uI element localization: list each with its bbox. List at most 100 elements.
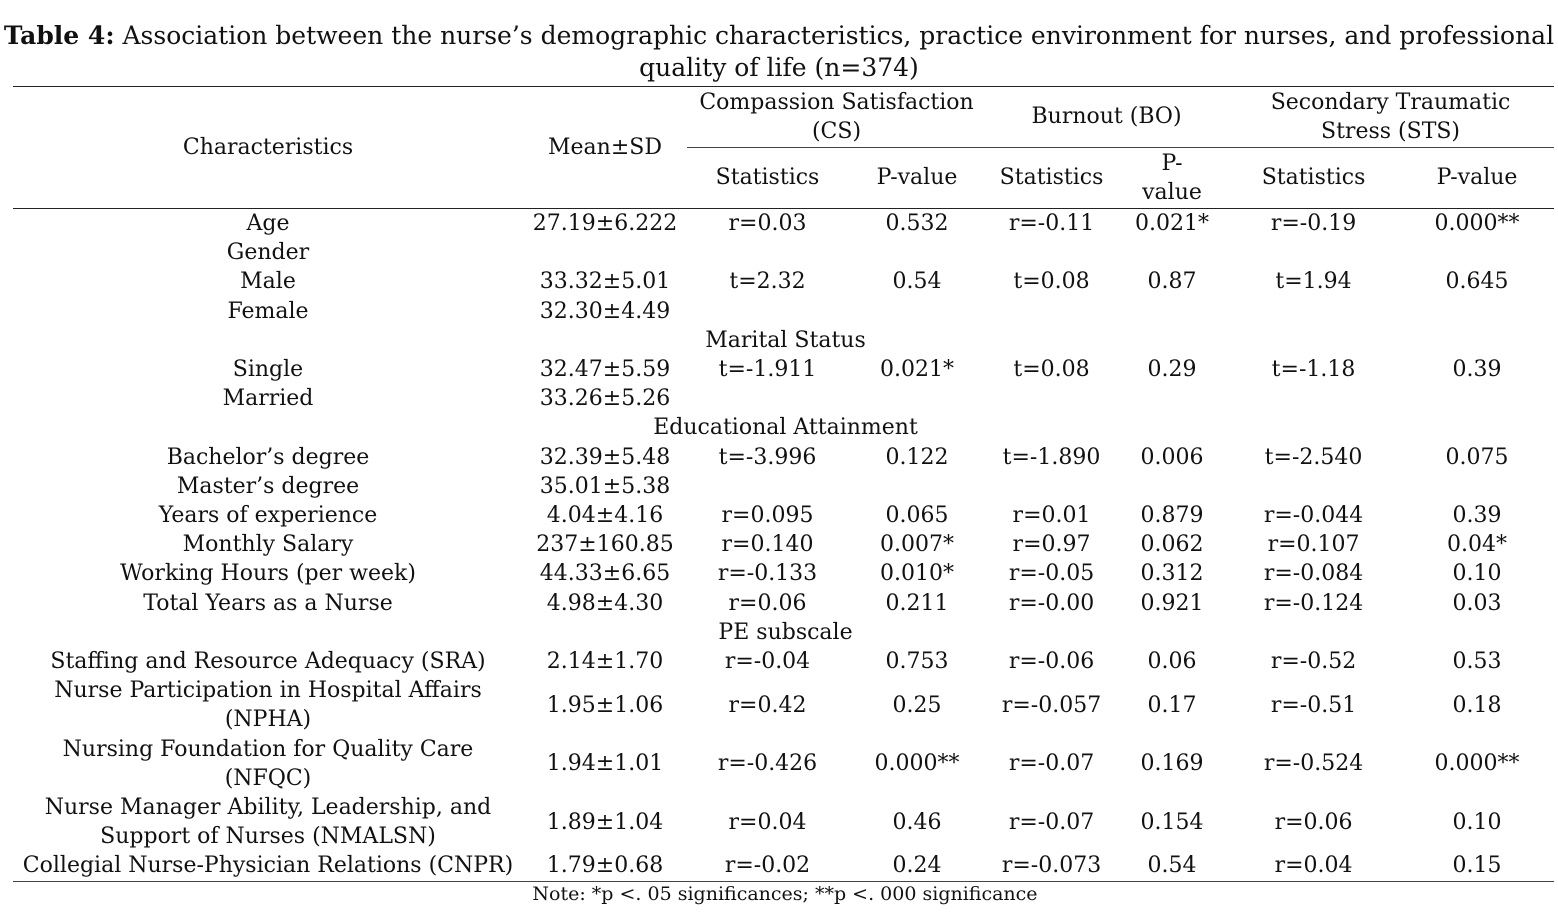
cell-bo-pvalue: 0.169 xyxy=(1140,751,1204,777)
header-sts-pvalue: P-value xyxy=(1400,147,1555,209)
cell-bo-statistic: r=-0.05 xyxy=(1008,561,1095,587)
cell-bo-statistic: r=-0.073 xyxy=(986,851,1118,882)
cell-mean-sd: 32.47±5.59 xyxy=(539,357,671,383)
cell-characteristic: Working Hours (per week) xyxy=(120,561,416,587)
header-cs-statistics: Statistics xyxy=(687,147,848,209)
header-cs-line2: (CS) xyxy=(811,119,862,144)
cell-mean-sd: 27.19±6.222 xyxy=(532,211,678,236)
header-sts-statistics: Statistics xyxy=(1227,147,1401,209)
cell-sts-pvalue xyxy=(1400,472,1554,501)
cell-bo-pvalue: 0.06 xyxy=(1147,649,1197,675)
cell-mean-sd: 1.79±0.68 xyxy=(523,851,687,882)
cell-sts-pvalue: 0.000** xyxy=(1434,211,1520,236)
cell-sts-statistic: r=-0.52 xyxy=(1270,649,1357,675)
table-row: Staffing and Resource Adequacy (SRA) 2.1… xyxy=(13,647,1554,676)
cell-sts-statistic: r=-0.524 xyxy=(1263,751,1364,777)
cell-characteristic: Single xyxy=(232,357,304,383)
cell-cs-statistic xyxy=(687,472,848,501)
cell-bo-pvalue: 0.17 xyxy=(1147,692,1197,718)
cell-bo-pvalue: 0.87 xyxy=(1147,269,1197,295)
section-row: PE subscale xyxy=(13,618,1554,647)
cell-cs-statistic: t=-1.911 xyxy=(718,357,817,383)
cell-cs-pvalue: 0.021* xyxy=(880,357,954,383)
cell-sts-statistic: r=-0.124 xyxy=(1263,590,1364,616)
cell-cs-statistic xyxy=(687,297,848,326)
cell-sts-statistic: r=0.06 xyxy=(1274,809,1353,835)
cell-bo-statistic: r=-0.00 xyxy=(1008,590,1095,616)
cell-cs-statistic: r=0.095 xyxy=(721,503,814,529)
cell-bo-pvalue xyxy=(1117,472,1227,501)
cell-bo-pvalue xyxy=(1117,384,1227,413)
table-row: Female 32.30±4.49 xyxy=(13,297,1554,326)
cell-bo-statistic: t=0.08 xyxy=(1013,357,1090,383)
cell-sts-statistic: r=0.04 xyxy=(1227,851,1401,882)
cell-characteristic: Collegial Nurse-Physician Relations (CNP… xyxy=(13,851,523,882)
cell-characteristic: Staffing and Resource Adequacy (SRA) xyxy=(50,649,486,675)
cell-cs-pvalue: 0.065 xyxy=(885,503,949,529)
cell-bo-statistic: r=0.97 xyxy=(1012,532,1091,558)
cell-cs-statistic: t=2.32 xyxy=(729,269,806,295)
section-label-educational-attainment: Educational Attainment xyxy=(653,415,918,441)
cell-cs-pvalue: 0.25 xyxy=(892,692,942,718)
header-mean-sd: Mean±SD xyxy=(523,86,687,209)
section-label-marital-status: Marital Status xyxy=(705,327,866,353)
cell-characteristic: Nurse Manager Ability, Leadership, and S… xyxy=(13,793,523,851)
caption-text-line2: quality of life (n=374) xyxy=(639,53,919,82)
cell-bo-statistic: r=-0.11 xyxy=(1008,211,1095,236)
cell-cs-statistic: r=-0.04 xyxy=(724,649,811,675)
cell-cs-pvalue xyxy=(848,297,986,326)
cell-sts-pvalue: 0.53 xyxy=(1452,649,1502,675)
cell-bo-pvalue: 0.29 xyxy=(1147,357,1197,383)
cell-mean-sd: 4.04±4.16 xyxy=(546,503,664,529)
cell-sts-statistic xyxy=(1227,238,1400,267)
cell-characteristic: Bachelor’s degree xyxy=(166,444,370,470)
cell-cs-pvalue: 0.122 xyxy=(885,444,949,470)
cell-cs-pvalue: 0.532 xyxy=(885,211,949,236)
cell-characteristic-line1: Nurse Manager Ability, Leadership, and xyxy=(44,795,492,821)
cell-characteristic-line1: Nursing Foundation for Quality Care xyxy=(62,736,474,762)
cell-characteristic: Total Years as a Nurse xyxy=(143,590,393,616)
table-row: Gender xyxy=(13,238,1554,267)
cell-sts-statistic: t=-1.18 xyxy=(1271,357,1356,383)
cell-cs-statistic: r=0.140 xyxy=(721,532,814,558)
cell-cs-statistic: r=0.03 xyxy=(728,211,807,236)
cell-sts-statistic: r=-0.044 xyxy=(1263,503,1364,529)
cell-cs-statistic: r=-0.426 xyxy=(717,751,818,777)
cell-cs-pvalue: 0.24 xyxy=(848,851,987,882)
table-row: Years of experience 4.04±4.16 r=0.095 0.… xyxy=(13,501,1554,530)
cell-sts-pvalue: 0.04* xyxy=(1447,532,1508,558)
cell-sts-statistic xyxy=(1227,297,1400,326)
header-burnout: Burnout (BO) xyxy=(986,86,1228,148)
cell-cs-pvalue: 0.010* xyxy=(880,561,954,587)
cell-mean-sd: 35.01±5.38 xyxy=(539,473,671,499)
table-row: Monthly Salary 237±160.85 r=0.140 0.007*… xyxy=(13,530,1554,559)
cell-mean-sd: 44.33±6.65 xyxy=(539,561,671,587)
header-bo-statistics: Statistics xyxy=(986,147,1118,209)
cell-cs-pvalue: 0.54 xyxy=(892,269,942,295)
table-row: Age 27.19±6.222 r=0.03 0.532 r=-0.11 0.0… xyxy=(13,209,1554,239)
cell-sts-statistic: t=1.94 xyxy=(1275,269,1352,295)
cell-bo-statistic: t=-1.890 xyxy=(1002,444,1101,470)
cell-cs-pvalue: 0.007* xyxy=(880,532,954,558)
cell-bo-pvalue: 0.312 xyxy=(1140,561,1204,587)
section-label-pe-subscale: PE subscale xyxy=(718,619,853,645)
cell-sts-pvalue: 0.075 xyxy=(1445,444,1509,470)
cell-bo-statistic xyxy=(986,297,1117,326)
cell-sts-pvalue: 0.18 xyxy=(1452,692,1502,718)
cell-bo-statistic: r=-0.07 xyxy=(1008,809,1095,835)
section-row: Marital Status xyxy=(13,326,1554,355)
table-row: Total Years as a Nurse 4.98±4.30 r=0.06 … xyxy=(13,589,1554,618)
cell-sts-pvalue: 0.10 xyxy=(1452,809,1502,835)
header-bo-pvalue: P- value xyxy=(1117,147,1228,209)
cell-mean-sd: 1.89±1.04 xyxy=(546,809,664,835)
cell-cs-pvalue: 0.753 xyxy=(885,649,949,675)
cell-bo-pvalue xyxy=(1117,297,1227,326)
table-label: Table 4: xyxy=(3,21,115,50)
cell-mean-sd: 32.39±5.48 xyxy=(539,444,671,470)
cell-sts-statistic: r=0.107 xyxy=(1267,532,1360,558)
cell-sts-pvalue: 0.000** xyxy=(1434,751,1520,777)
table-row: Master’s degree 35.01±5.38 xyxy=(13,472,1554,501)
cell-bo-pvalue: 0.54 xyxy=(1117,851,1228,882)
cell-mean-sd: 33.26±5.26 xyxy=(539,386,671,412)
